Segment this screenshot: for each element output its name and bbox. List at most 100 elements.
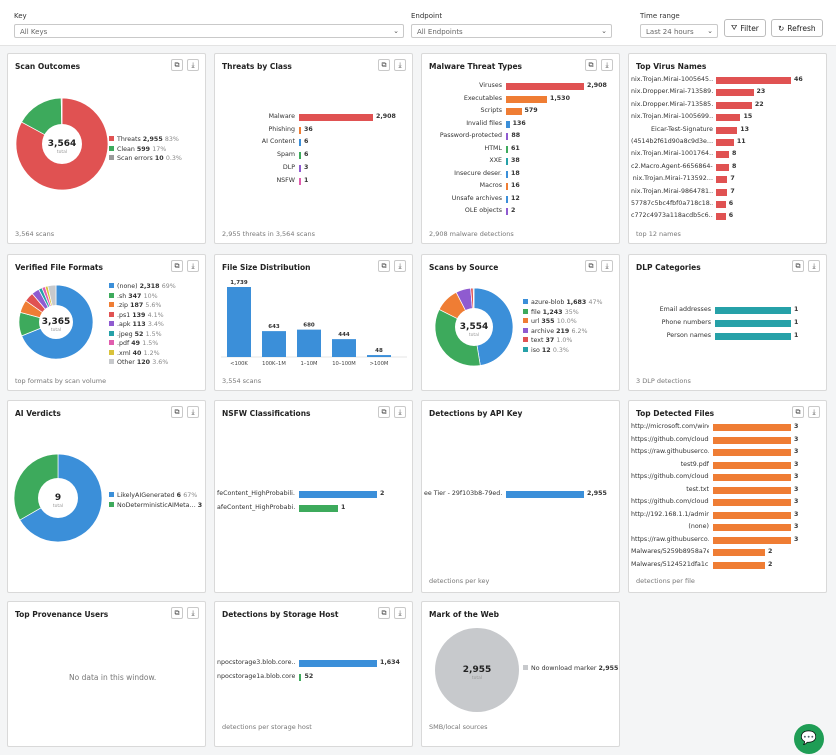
bar [716,77,791,84]
bar [713,524,791,531]
bar [713,499,791,506]
copy-icon[interactable]: ⧉ [171,59,183,71]
legend-pct: 6.2% [571,327,588,335]
download-icon[interactable]: ⤓ [394,406,406,418]
download-icon[interactable]: ⤓ [394,607,406,619]
legend-swatch [109,136,114,141]
chat-button[interactable]: 💬 [794,724,824,754]
bar [299,114,373,121]
donut-hole [42,124,82,164]
copy-icon[interactable]: ⧉ [378,607,390,619]
card-footer: 2,955 threats in 3,564 scans [222,230,315,238]
copy-icon[interactable]: ⧉ [792,260,804,272]
tick-label: 1–10M [301,361,318,367]
bar-label: AI Content [261,138,295,146]
bar [713,461,791,469]
bar [506,145,508,153]
bar [299,674,302,681]
bar-value: 2 [768,548,773,555]
bar-value: 6 [304,138,309,146]
copy-icon[interactable]: ⧉ [585,59,597,71]
bar-label: Phone numbers [661,319,711,326]
copy-icon[interactable]: ⧉ [171,260,183,272]
bar-value: 7 [730,175,735,183]
legend-value: 2,955 [598,665,620,672]
copy-icon[interactable]: ⧉ [792,406,804,418]
copy-icon[interactable]: ⧉ [378,406,390,418]
bar [297,329,321,357]
legend-item: .zip 187 5.6% [109,301,176,311]
card-title: Verified File Formats [15,263,103,272]
download-icon[interactable]: ⤓ [187,59,199,71]
center-sub: total [57,149,67,155]
time-range-select[interactable]: Last 24 hours ⌄ [640,24,718,38]
legend-item: .sh 347 10% [109,292,176,302]
bar-value: 2 [380,490,385,497]
bar-value: 3 [794,473,799,480]
endpoint-select[interactable]: All Endpoints ⌄ [411,24,612,38]
download-icon[interactable]: ⤓ [394,260,406,272]
card-title: Top Provenance Users [15,610,109,619]
bar-value: 1,530 [550,94,570,102]
bar-label: Malwares/5259b8958a7e… [631,548,709,555]
legend-swatch [109,349,114,355]
bar-value: 3 [794,510,799,518]
refresh-button[interactable]: ↻ Refresh [771,19,823,37]
copy-icon[interactable]: ⧉ [171,406,183,418]
chevron-down-icon: ⌄ [707,27,713,35]
copy-icon[interactable]: ⧉ [171,607,183,619]
card-title: AI Verdicts [15,409,61,418]
legend-swatch [109,302,114,307]
copy-icon[interactable]: ⧉ [378,59,390,71]
download-icon[interactable]: ⤓ [187,406,199,418]
legend-label: LikelyAIGenerated [117,492,177,499]
bar-label: nix.Trojan.Mirai-1001764… [631,150,713,158]
bar-value: 6 [728,212,734,220]
bar [299,152,301,160]
bar [715,307,791,314]
bar-value: 18 [511,169,520,177]
bar-value: 1 [341,504,346,511]
filter-button[interactable]: ⛛ Filter [724,19,766,37]
bar-label: Insecure deser. [454,169,502,177]
center-sub: total [53,503,63,509]
center-value: 3,365 [42,317,70,327]
legend-pct: 47% [588,299,603,306]
legend-value: 347 [128,292,144,300]
legend-swatch [109,145,114,151]
bar-value: 36 [304,125,313,133]
legend-item: LikelyAIGenerated 6 67% [109,491,202,501]
legend-label: Clean [117,145,137,153]
card-footer: SMB/local sources [429,723,488,731]
legend-swatch [109,321,114,326]
download-icon[interactable]: ⤓ [394,59,406,71]
bar [715,320,791,327]
legend-value: 52 [134,330,146,338]
legend-swatch [523,665,528,670]
key-select[interactable]: All Keys ⌄ [14,24,404,38]
legend-pct: 5.6% [145,302,162,309]
copy-icon[interactable]: ⧉ [585,260,597,272]
legend-value: 1,683 [566,299,589,306]
legend-value: 120 [136,359,153,366]
download-icon[interactable]: ⤓ [601,59,613,71]
ai-verdicts-card: AI Verdicts ⧉ ⤓ 9 total LikelyAIGenerated … [7,400,206,593]
bar [716,188,728,196]
download-icon[interactable]: ⤓ [601,260,613,272]
center-sub: total [51,327,61,333]
download-icon[interactable]: ⤓ [187,607,199,619]
legend-item: azure-blob 1,683 47% [523,298,602,308]
download-icon[interactable]: ⤓ [187,260,199,272]
bar-value: 1 [794,332,799,339]
download-icon[interactable]: ⤓ [808,406,820,418]
legend-swatch [523,308,528,314]
legend-swatch [109,283,114,288]
copy-icon[interactable]: ⧉ [378,260,390,272]
bar-value: 88 [511,132,521,139]
legend-pct: 10% [143,292,158,300]
legend-item: Scan errors 10 0.3% [109,154,182,164]
center-value: 3,564 [48,139,76,149]
formats-legend: (none) 2,318 69% .sh 347 10% .zip 187 5.6%… [109,282,176,368]
download-icon[interactable]: ⤓ [808,260,820,272]
